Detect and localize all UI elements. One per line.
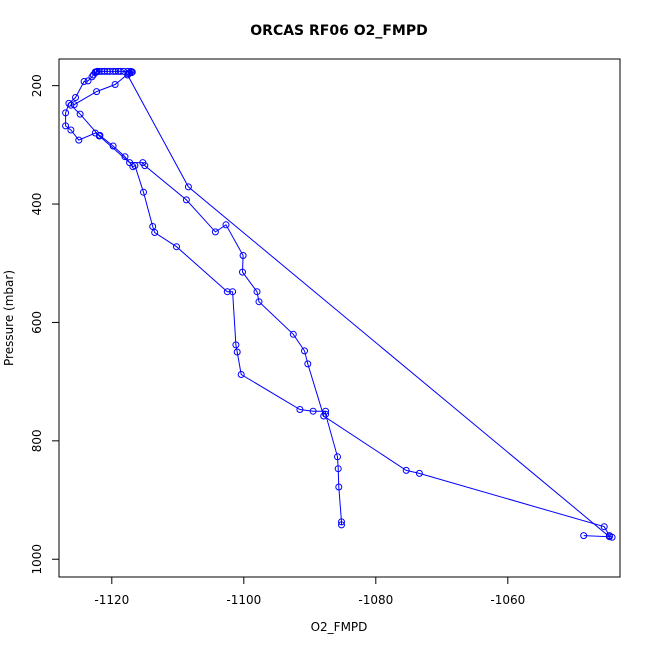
plot-frame (58, 58, 621, 578)
y-axis-label: Pressure (mbar) (2, 270, 16, 366)
data-point (62, 122, 70, 130)
data-point (120, 67, 128, 75)
data-point (88, 73, 96, 81)
data-point (65, 99, 73, 107)
data-point (116, 67, 124, 75)
y-tick-label: 1000 (30, 544, 44, 575)
data-point (126, 159, 134, 167)
data-point (75, 136, 83, 144)
data-point (124, 67, 132, 75)
data-point (338, 521, 345, 529)
data-point (223, 288, 231, 296)
series-layer (62, 67, 616, 541)
data-point (338, 518, 345, 526)
data-point (233, 348, 241, 356)
y-tick-label: 800 (30, 429, 44, 452)
data-point (140, 188, 147, 196)
y-tick-label: 400 (30, 193, 44, 216)
x-tick-label: -1080 (358, 593, 393, 607)
x-axis-label: O2_FMPD (311, 620, 368, 634)
data-point (173, 243, 180, 251)
data-point (149, 223, 157, 230)
series-line-1 (65, 71, 342, 525)
data-point (253, 288, 261, 296)
data-point (335, 483, 343, 491)
x-axis: -1120 -1100 -1080 -1060 (94, 577, 525, 607)
data-point (80, 78, 88, 85)
data-point (72, 94, 79, 101)
data-point (239, 252, 247, 259)
data-point (111, 81, 119, 88)
data-point (304, 360, 312, 368)
data-point (103, 67, 111, 75)
data-point (296, 406, 304, 413)
data-point (600, 523, 608, 531)
x-tick-label: -1100 (226, 593, 261, 607)
data-point (309, 407, 317, 415)
series-line-3 (95, 70, 611, 538)
data-point (91, 68, 99, 76)
data-point (402, 466, 410, 474)
data-point (101, 67, 108, 75)
y-tick-label: 600 (30, 311, 44, 334)
data-point (580, 532, 588, 540)
data-point (320, 412, 328, 420)
data-point (76, 110, 84, 118)
data-point (67, 101, 75, 109)
data-point (151, 229, 159, 236)
data-point (182, 196, 190, 204)
data-point (334, 465, 342, 473)
data-point (211, 228, 219, 236)
data-point (184, 183, 192, 191)
chart-title: ORCAS RF06 O2_FMPD (250, 23, 427, 39)
data-point (334, 453, 341, 461)
data-point (239, 268, 246, 276)
data-point (70, 101, 78, 109)
data-point (222, 221, 230, 229)
data-point (114, 67, 122, 75)
data-point (301, 347, 308, 355)
data-point (255, 298, 263, 306)
y-axis: 200 400 600 800 1000 (30, 74, 59, 575)
data-point (67, 126, 75, 134)
data-point (95, 67, 103, 75)
data-point (415, 469, 423, 477)
x-tick-label: -1060 (490, 593, 525, 607)
data-point (106, 67, 114, 75)
data-point (232, 341, 240, 349)
data-point (93, 88, 101, 96)
data-point (605, 533, 613, 541)
data-point (289, 330, 297, 338)
data-point (237, 371, 245, 378)
data-point (128, 69, 136, 77)
data-point (95, 132, 103, 140)
data-point (229, 288, 237, 296)
data-point (84, 77, 92, 85)
data-point (127, 67, 135, 75)
data-point (121, 153, 129, 161)
x-tick-label: -1120 (94, 593, 129, 607)
data-point (62, 109, 70, 117)
data-point (98, 67, 106, 75)
data-point (139, 159, 147, 167)
y-tick-label: 200 (30, 74, 44, 97)
